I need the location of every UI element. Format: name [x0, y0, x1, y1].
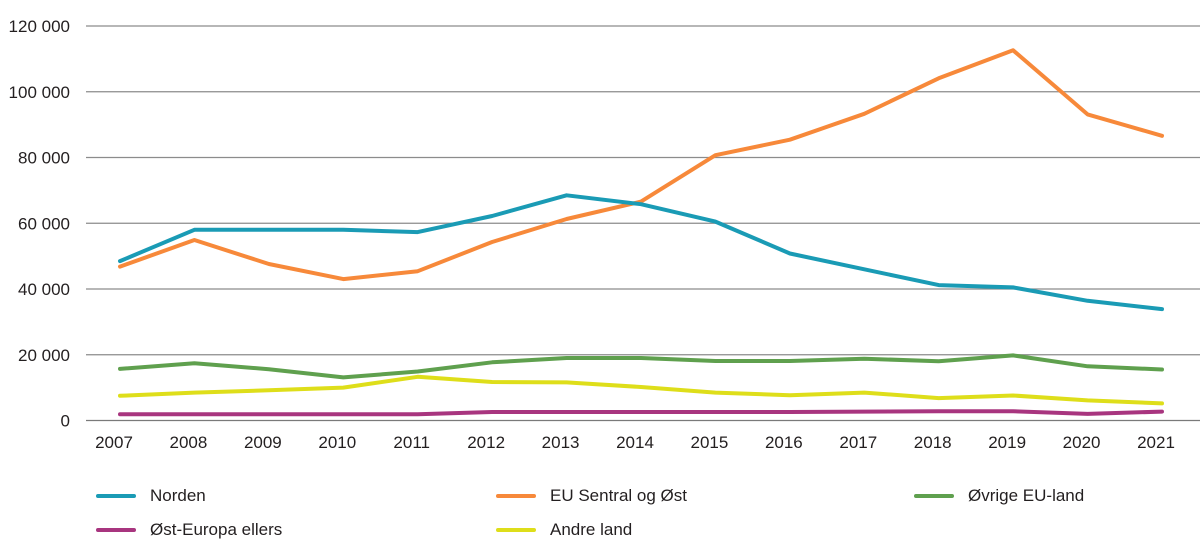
y-tick-label: 60 000	[18, 214, 70, 233]
legend-swatch-norden	[96, 494, 136, 498]
legend-item-eu-sentral-og-ost: EU Sentral og Øst	[496, 484, 687, 508]
series-line-øst-europa-ellers	[118, 409, 1164, 417]
x-tick-label: 2008	[170, 433, 208, 452]
x-tick-label: 2019	[988, 433, 1026, 452]
legend-swatch-ovrige-eu-land	[914, 494, 954, 498]
x-tick-label: 2010	[318, 433, 356, 452]
x-tick-label: 2015	[691, 433, 729, 452]
x-tick-label: 2011	[393, 433, 430, 452]
legend-swatch-andre-land	[496, 528, 536, 532]
legend-item-norden: Norden	[96, 484, 206, 508]
x-tick-label: 2020	[1063, 433, 1101, 452]
y-tick-label: 20 000	[18, 346, 70, 365]
x-tick-label: 2012	[467, 433, 505, 452]
legend-swatch-eu-sentral-og-ost	[496, 494, 536, 498]
series-line-eu-sentral-og-øst	[118, 48, 1164, 282]
series-lines	[118, 48, 1164, 417]
legend-label: Øvrige EU-land	[968, 486, 1085, 505]
x-tick-label: 2017	[839, 433, 877, 452]
x-tick-label: 2009	[244, 433, 282, 452]
legend-label: Norden	[150, 486, 206, 505]
y-tick-label: 80 000	[18, 149, 70, 168]
legend-item-ovrige-eu-land: Øvrige EU-land	[914, 484, 1084, 508]
series-line-andre-land	[118, 374, 1164, 406]
y-tick-label: 100 000	[9, 83, 70, 102]
x-axis-tick-labels: 2007 2008 2009 2010 2011 2012 2013 2014 2015 2016…	[95, 433, 1175, 452]
legend-swatch-ost-europa-ellers	[96, 528, 136, 532]
x-tick-label: 2007	[95, 433, 133, 452]
legend-label: Andre land	[550, 520, 633, 539]
x-tick-label: 2013	[542, 433, 580, 452]
y-tick-label: 120 000	[9, 17, 70, 36]
series-line-norden	[118, 193, 1164, 312]
series-line-øvrige-eu-land	[118, 353, 1164, 380]
y-tick-label: 0	[61, 412, 70, 431]
x-tick-label: 2014	[616, 433, 654, 452]
legend-label: Øst-Europa ellers	[150, 520, 283, 539]
y-tick-label: 40 000	[18, 280, 70, 299]
legend-item-andre-land: Andre land	[496, 518, 632, 542]
legend: Norden EU Sentral og Øst Øvrige EU-land …	[0, 480, 1200, 558]
x-tick-label: 2016	[765, 433, 803, 452]
legend-item-ost-europa-ellers: Øst-Europa ellers	[96, 518, 282, 542]
gridlines	[86, 25, 1200, 422]
legend-label: EU Sentral og Øst	[550, 486, 688, 505]
y-axis-tick-labels: 0 20 000 40 000 60 000 80 000 100 000 120 000	[9, 17, 70, 431]
x-tick-label: 2021	[1137, 433, 1175, 452]
x-tick-label: 2018	[914, 433, 952, 452]
